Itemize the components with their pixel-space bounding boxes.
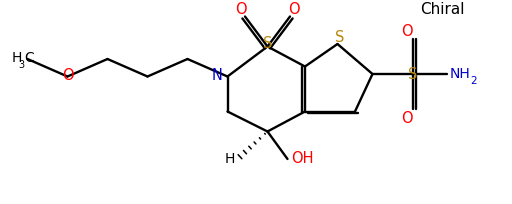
Text: O: O (288, 2, 300, 17)
Text: H: H (225, 151, 235, 165)
Text: C: C (25, 51, 34, 65)
Text: S: S (263, 36, 272, 51)
Text: S: S (408, 67, 417, 82)
Text: H: H (11, 51, 22, 65)
Text: O: O (401, 24, 412, 39)
Text: O: O (401, 110, 412, 125)
Text: NH: NH (450, 67, 470, 81)
Text: S: S (335, 30, 345, 45)
Text: OH: OH (291, 151, 314, 166)
Text: 2: 2 (471, 76, 477, 86)
Text: 3: 3 (18, 60, 25, 70)
Text: N: N (212, 68, 223, 83)
Text: Chiral: Chiral (420, 2, 465, 17)
Text: O: O (235, 2, 247, 17)
Text: O: O (61, 68, 73, 83)
